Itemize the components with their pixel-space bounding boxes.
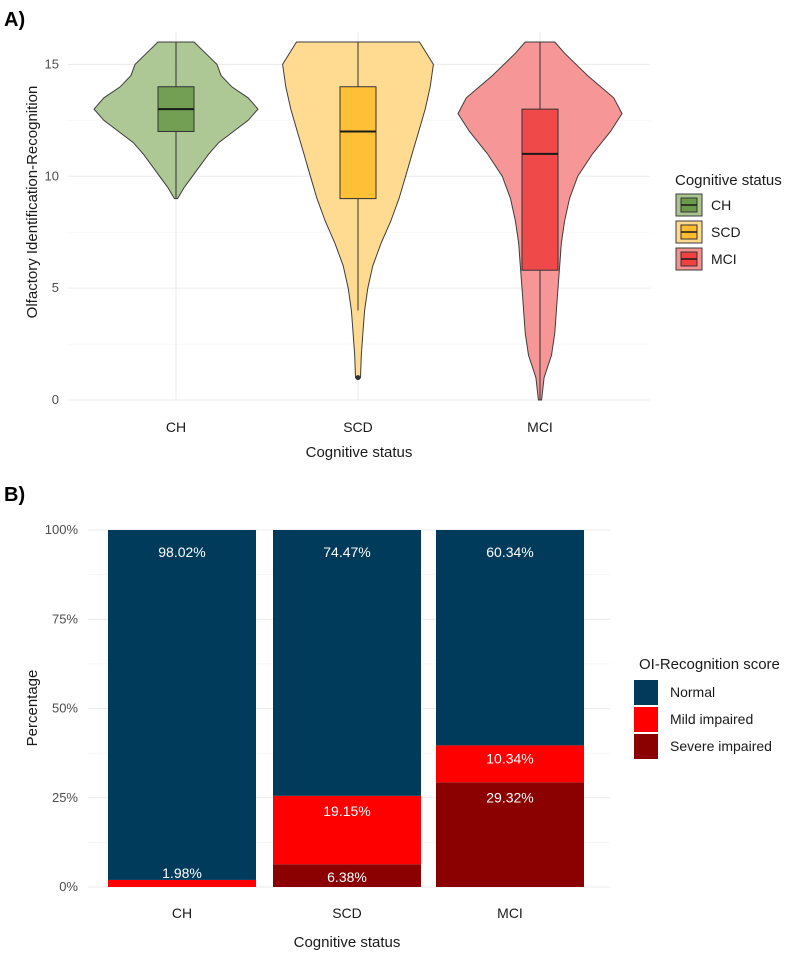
panel-a-y-ticks: 0 5 10 15 [45, 56, 59, 407]
panel-b-label: B) [4, 484, 25, 506]
data-label: 98.02% [158, 544, 205, 560]
panel-a-x-ticks: CH SCD MCI [166, 419, 553, 435]
x-tick-label: SCD [343, 419, 373, 435]
panel-a-violins [93, 41, 623, 401]
bar-segment-mild-impaired [273, 795, 421, 865]
data-label: 19.15% [323, 803, 370, 819]
legend-label: MCI [711, 251, 737, 267]
legend-swatch [634, 680, 658, 705]
data-label: 29.32% [486, 789, 533, 805]
panel-a-legend: Cognitive status CH SCD MCI [675, 172, 782, 271]
legend-label: SCD [711, 224, 741, 240]
data-label: 60.34% [486, 544, 533, 560]
bar-segment-severe-impaired [436, 782, 584, 887]
legend-item-normal: Normal [634, 680, 715, 705]
x-tick-label: CH [172, 905, 192, 921]
y-tick-label: 0 [52, 392, 59, 407]
panel-a-legend-title: Cognitive status [675, 172, 782, 189]
bar-segment-normal [436, 530, 584, 746]
x-tick-label: SCD [332, 905, 362, 921]
panel-b-bars [108, 530, 584, 887]
box-scd [339, 86, 377, 200]
box-mci [521, 108, 559, 271]
legend-swatch [634, 734, 658, 759]
bar-segment-normal [108, 530, 256, 880]
legend-item-severe-impaired: Severe impaired [634, 734, 772, 759]
y-tick-label: 25% [52, 790, 78, 805]
legend-label: Normal [670, 684, 715, 700]
y-tick-label: 0% [59, 879, 78, 894]
panel-b-legend: OI-Recognition score Normal Mild impaired… [634, 656, 780, 759]
y-tick-label: 100% [45, 522, 79, 537]
y-tick-label: 15 [45, 56, 59, 71]
legend-label: Mild impaired [670, 711, 753, 727]
legend-swatch [634, 707, 658, 732]
violin-ch [93, 41, 259, 200]
panel-a-violin-chart: A) 0 5 10 15 CH SCD MCI Cognitive status Olfa… [4, 9, 782, 461]
x-tick-label: MCI [497, 905, 523, 921]
panel-a-x-axis-title: Cognitive status [306, 444, 413, 461]
violin-mci [457, 41, 623, 401]
bar-segment-mild-impaired [436, 745, 584, 783]
bar-segment-severe-impaired [273, 864, 421, 887]
legend-label: CH [711, 197, 731, 213]
y-tick-label: 10 [45, 168, 59, 183]
panel-b-x-ticks: CH SCD MCI [172, 905, 523, 921]
panel-b-stacked-bar-chart: B) 0% 25% 50% 75% 100% 1.98% 98.02% 6.38% 19.15… [4, 484, 780, 951]
bar-segment-normal [273, 530, 421, 796]
panel-b-data-labels: 1.98% 98.02% 6.38% 19.15% 74.47% 29.32% 10.34%… [158, 544, 533, 885]
legend-item-mci: MCI [675, 247, 737, 271]
panel-b-legend-title: OI-Recognition score [639, 656, 780, 673]
data-label: 74.47% [323, 544, 370, 560]
legend-label: Severe impaired [670, 738, 772, 754]
y-tick-label: 75% [52, 611, 78, 626]
y-tick-label: 50% [52, 701, 78, 716]
panel-a-y-axis-title: Olfactory Identification-Recognition [24, 86, 41, 319]
violin-scd [282, 41, 434, 381]
data-label: 1.98% [162, 865, 202, 881]
outlier-point [355, 375, 361, 381]
panel-b-y-axis-title: Percentage [24, 670, 41, 747]
panel-a-label: A) [4, 9, 25, 31]
legend-item-ch: CH [675, 193, 731, 217]
legend-item-mild-impaired: Mild impaired [634, 707, 753, 732]
legend-item-scd: SCD [675, 220, 741, 244]
x-tick-label: CH [166, 419, 186, 435]
y-tick-label: 5 [52, 280, 59, 295]
data-label: 6.38% [327, 869, 367, 885]
panel-b-y-ticks: 0% 25% 50% 75% 100% [45, 522, 79, 894]
bar-segment-mild-impaired [108, 879, 256, 887]
panel-b-x-axis-title: Cognitive status [294, 934, 401, 951]
data-label: 10.34% [486, 750, 533, 766]
x-tick-label: MCI [527, 419, 553, 435]
